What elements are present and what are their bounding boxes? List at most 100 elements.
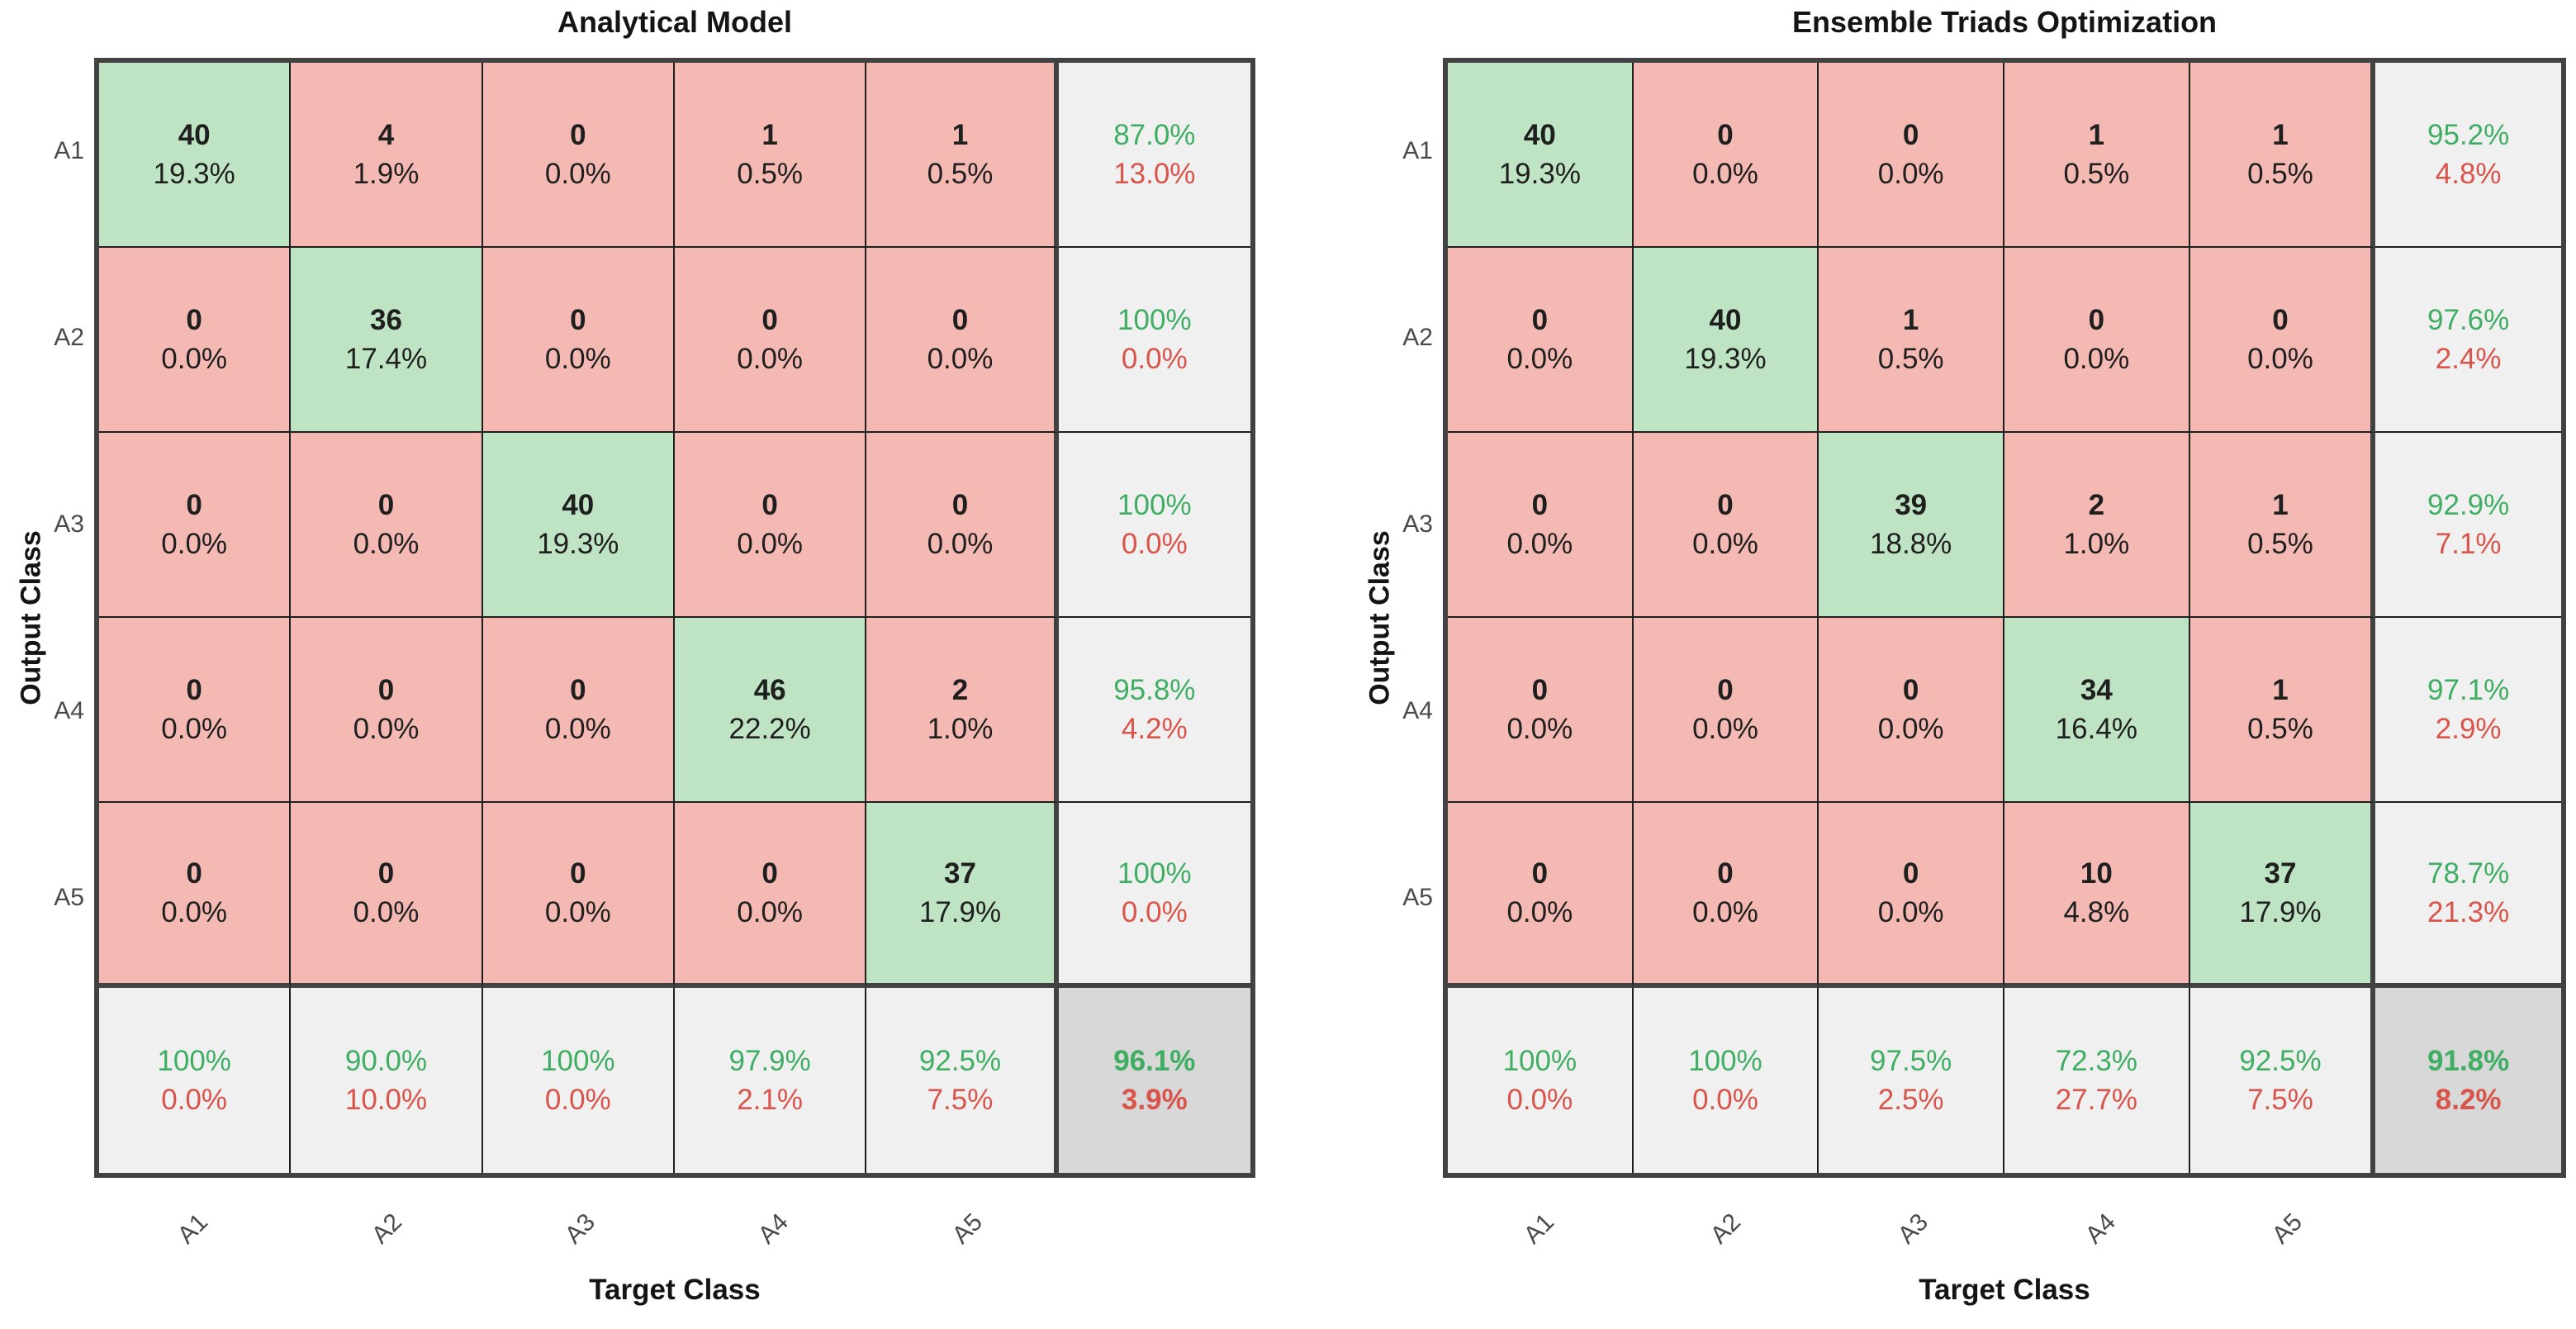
cell-count: 2 bbox=[2088, 488, 2105, 521]
cell-percent: 0.0% bbox=[1506, 895, 1573, 928]
correct-percent: 72.3% bbox=[2055, 1044, 2137, 1077]
error-percent: 0.0% bbox=[544, 1083, 611, 1116]
cell-output-a1-target-a5: 1 0.5% bbox=[866, 63, 1059, 248]
cell-output-a2-target-a3: 1 0.5% bbox=[1819, 248, 2004, 433]
cell-count: 0 bbox=[570, 118, 586, 151]
cell-percent: 0.0% bbox=[161, 527, 228, 560]
cell-percent: 22.2% bbox=[728, 712, 811, 745]
correct-percent: 90.0% bbox=[344, 1044, 428, 1077]
cell-percent: 0.5% bbox=[927, 157, 994, 190]
error-percent: 0.0% bbox=[1121, 895, 1188, 928]
cell-count: 4 bbox=[377, 118, 395, 151]
cell-count: 0 bbox=[1717, 673, 1734, 706]
cell-output-a2-target-a5: 0 0.0% bbox=[2189, 248, 2376, 433]
cell-percent: 0.0% bbox=[161, 342, 228, 375]
correct-percent: 97.9% bbox=[728, 1044, 811, 1077]
cell-count: 0 bbox=[377, 673, 395, 706]
cell-count: 36 bbox=[370, 303, 402, 336]
cell-output-a5-target-a4: 10 4.8% bbox=[2004, 803, 2190, 988]
cell-output-a1-target-a5: 1 0.5% bbox=[2189, 63, 2376, 248]
correct-percent: 92.5% bbox=[918, 1044, 1002, 1077]
cell-output-a3-target-a1: 0 0.0% bbox=[99, 433, 292, 618]
cell-output-a3-target-a2: 0 0.0% bbox=[1633, 433, 1819, 618]
cell-count: 0 bbox=[377, 857, 395, 890]
error-percent: 2.4% bbox=[2435, 342, 2502, 375]
cell-percent: 0.0% bbox=[544, 342, 611, 375]
cell-percent: 0.0% bbox=[927, 527, 994, 560]
cell-output-a4-target-a5: 1 0.5% bbox=[2189, 618, 2376, 803]
col-summary-a5: 92.5% 7.5% bbox=[866, 988, 1059, 1173]
correct-percent: 100% bbox=[157, 1044, 231, 1077]
cell-percent: 0.0% bbox=[1692, 157, 1758, 190]
x-tick-a1: A1 bbox=[94, 1186, 287, 1277]
cell-percent: 19.3% bbox=[1498, 157, 1581, 190]
col-summary-a1: 100% 0.0% bbox=[99, 988, 292, 1173]
y-tick-a1: A1 bbox=[1402, 137, 1433, 164]
matrix-grid: 40 19.3% 0 0.0% 0 0.0% 1 0.5% 1 0.5% 95.2% 4.8% 0 0.0… bbox=[1443, 58, 2566, 1178]
cell-output-a5-target-a1: 0 0.0% bbox=[99, 803, 292, 988]
cell-output-a4-target-a4: 34 16.4% bbox=[2004, 618, 2190, 803]
cell-output-a4-target-a2: 0 0.0% bbox=[1633, 618, 1819, 803]
cell-output-a5-target-a3: 0 0.0% bbox=[1819, 803, 2004, 988]
cell-percent: 0.0% bbox=[927, 342, 994, 375]
x-tick-label: A2 bbox=[366, 1208, 407, 1250]
cell-percent: 0.0% bbox=[161, 895, 228, 928]
row-summary-a4: 95.8% 4.2% bbox=[1058, 618, 1250, 803]
error-percent: 0.0% bbox=[161, 1083, 228, 1116]
cell-count: 0 bbox=[1717, 488, 1734, 521]
col-summary-a2: 90.0% 10.0% bbox=[291, 988, 483, 1173]
cell-output-a3-target-a3: 40 19.3% bbox=[482, 433, 675, 618]
cell-count: 40 bbox=[562, 488, 595, 521]
cell-percent: 0.5% bbox=[2247, 712, 2313, 745]
y-tick-a5: A5 bbox=[54, 884, 84, 911]
cell-count: 0 bbox=[377, 488, 395, 521]
cell-percent: 0.0% bbox=[1692, 895, 1758, 928]
error-percent: 2.1% bbox=[737, 1083, 804, 1116]
col-summary-a4: 72.3% 27.7% bbox=[2004, 988, 2190, 1173]
correct-percent: 92.9% bbox=[2427, 488, 2510, 521]
cell-output-a2-target-a1: 0 0.0% bbox=[1448, 248, 1634, 433]
row-summary-a1: 95.2% 4.8% bbox=[2375, 63, 2561, 248]
error-percent: 2.5% bbox=[1877, 1083, 1944, 1116]
col-summary-a3: 97.5% 2.5% bbox=[1819, 988, 2004, 1173]
overall-correct-percent: 91.8% bbox=[2427, 1044, 2510, 1077]
overall-error-percent: 3.9% bbox=[1121, 1083, 1188, 1116]
cell-percent: 1.9% bbox=[353, 157, 420, 190]
y-tick-a1: A1 bbox=[54, 137, 84, 164]
y-tick-a5: A5 bbox=[1402, 884, 1433, 911]
x-tick-a3: A3 bbox=[482, 1186, 675, 1277]
cell-output-a4-target-a4: 46 22.2% bbox=[674, 618, 867, 803]
cell-percent: 0.0% bbox=[544, 712, 611, 745]
cell-percent: 0.0% bbox=[737, 527, 804, 560]
row-summary-a5: 78.7% 21.3% bbox=[2375, 803, 2561, 988]
x-tick-label: A1 bbox=[1518, 1208, 1559, 1250]
col-summary-a3: 100% 0.0% bbox=[482, 988, 675, 1173]
cell-count: 0 bbox=[1902, 673, 1919, 706]
cell-percent: 16.4% bbox=[2055, 712, 2137, 745]
cell-percent: 0.0% bbox=[737, 342, 804, 375]
cell-count: 39 bbox=[1895, 488, 1928, 521]
row-summary-a2: 97.6% 2.4% bbox=[2375, 248, 2561, 433]
x-tick-a1: A1 bbox=[1443, 1186, 1630, 1277]
cell-percent: 0.0% bbox=[1877, 712, 1944, 745]
cell-percent: 0.5% bbox=[737, 157, 804, 190]
cell-output-a4-target-a2: 0 0.0% bbox=[291, 618, 483, 803]
cell-count: 0 bbox=[1531, 488, 1549, 521]
x-axis-ticks: A1 A2 A3 A4 A5 bbox=[94, 1186, 1062, 1277]
error-percent: 13.0% bbox=[1113, 157, 1196, 190]
cell-count: 0 bbox=[570, 673, 586, 706]
cell-count: 0 bbox=[1531, 673, 1549, 706]
cell-count: 37 bbox=[944, 857, 976, 890]
error-percent: 27.7% bbox=[2055, 1083, 2137, 1116]
error-percent: 21.3% bbox=[2427, 895, 2510, 928]
cell-percent: 0.0% bbox=[353, 712, 420, 745]
cell-percent: 0.0% bbox=[353, 527, 420, 560]
cell-count: 0 bbox=[1902, 857, 1919, 890]
cell-percent: 0.0% bbox=[353, 895, 420, 928]
cell-output-a3-target-a5: 1 0.5% bbox=[2189, 433, 2376, 618]
cell-count: 1 bbox=[761, 118, 778, 151]
matrix-grid: 40 19.3% 4 1.9% 0 0.0% 1 0.5% 1 0.5% 87.0% 13.0% 0 0.… bbox=[94, 58, 1255, 1178]
cell-output-a4-target-a1: 0 0.0% bbox=[99, 618, 292, 803]
correct-percent: 87.0% bbox=[1113, 118, 1196, 151]
cell-output-a3-target-a4: 2 1.0% bbox=[2004, 433, 2190, 618]
